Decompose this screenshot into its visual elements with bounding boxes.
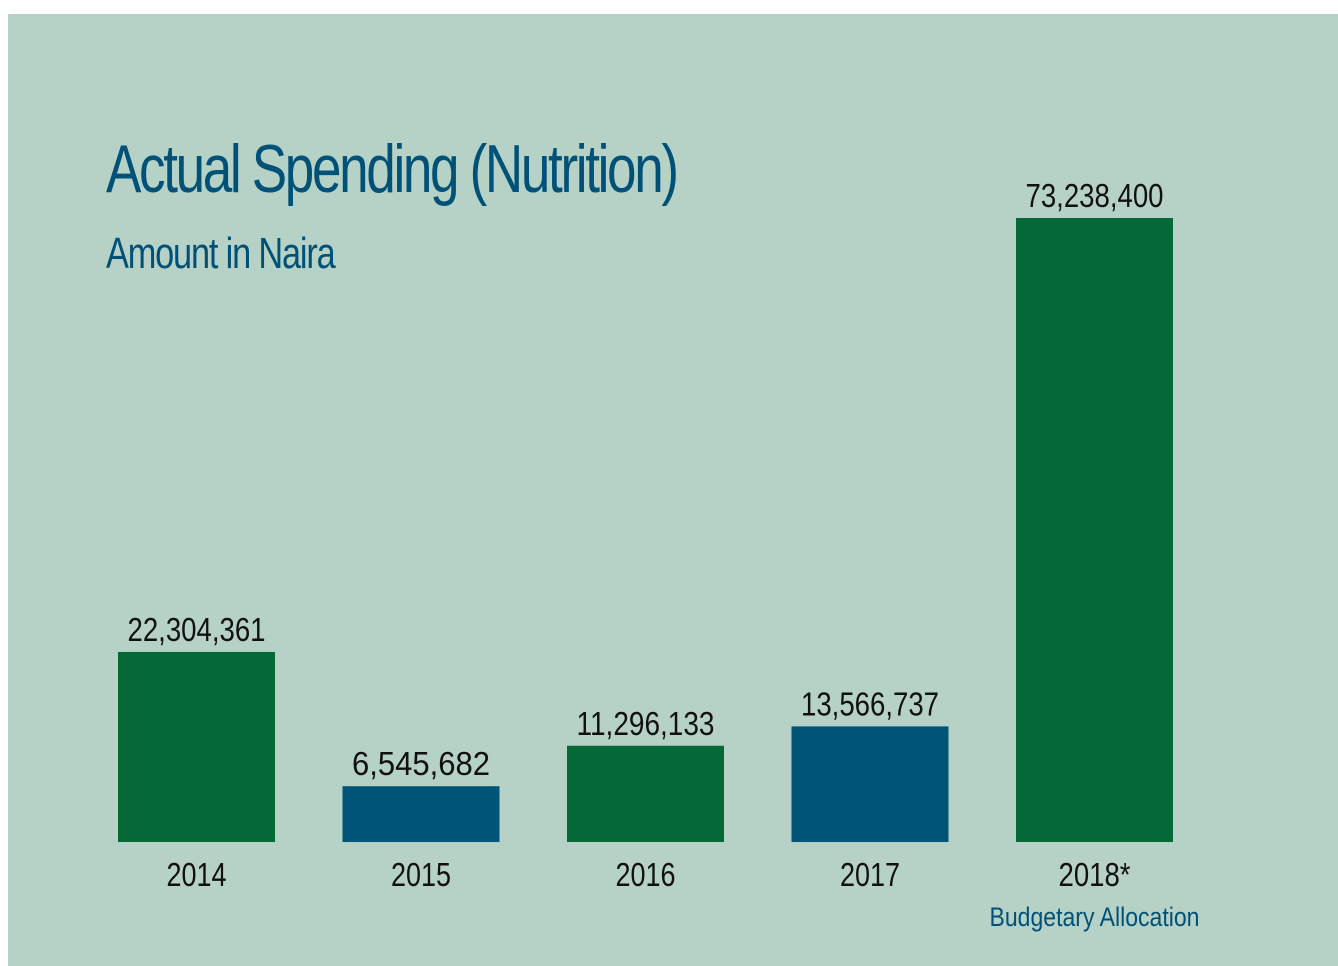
bar-2014 — [118, 651, 275, 842]
value-label-2016: 11,296,133 — [577, 705, 715, 742]
x-tick-label-2014: 2014 — [167, 856, 227, 893]
bar-2017 — [791, 726, 949, 842]
value-label-2017: 13,566,737 — [801, 685, 939, 722]
value-label-2015: 6,545,682 — [352, 745, 490, 782]
x-tick-label-2015: 2015 — [391, 856, 451, 893]
bar-2015 — [342, 786, 500, 842]
value-label-2014: 22,304,361 — [128, 611, 266, 648]
bar-2016 — [567, 745, 724, 842]
bars-layer — [118, 218, 1173, 842]
labels-layer: 22,304,361 2014 6,545,682 2015 11,296,133 201… — [128, 177, 1200, 932]
value-label-2018: 73,238,400 — [1026, 177, 1164, 214]
annotation-2018: Budgetary Allocation — [990, 902, 1200, 932]
x-tick-label-2018: 2018* — [1059, 856, 1131, 893]
x-tick-label-2017: 2017 — [840, 856, 900, 893]
chart-title: Actual Spending (Nutrition) — [106, 131, 679, 207]
bar-2018 — [1016, 218, 1173, 842]
chart-subtitle: Amount in Naira — [106, 229, 336, 278]
x-tick-label-2016: 2016 — [616, 856, 676, 893]
